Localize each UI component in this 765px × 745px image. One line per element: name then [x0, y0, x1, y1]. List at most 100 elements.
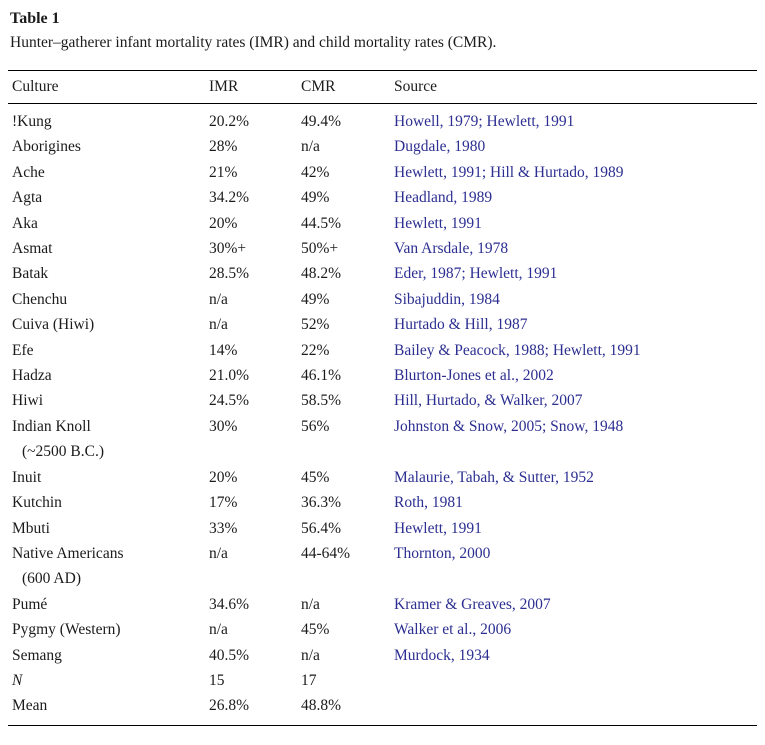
imr-cell: 21%: [209, 163, 238, 181]
source-citation-link[interactable]: Howell, 1979; Hewlett, 1991: [394, 113, 575, 130]
source-citation-link[interactable]: Hurtado & Hill, 1987: [394, 316, 528, 334]
cmr-cell: 45%: [301, 468, 330, 486]
source-citation-link[interactable]: Dugdale, 1980: [394, 138, 486, 156]
imr-cell: 30%+: [209, 240, 247, 258]
culture-cell: Ache: [8, 160, 209, 185]
culture-name: Hiwi: [12, 392, 43, 410]
table-row: Mean 26.8% 48.8%: [8, 693, 757, 725]
cmr-cell: 42%: [301, 163, 330, 181]
culture-name: Cuiva (Hiwi): [12, 316, 95, 334]
cmr-cell: 58.5%: [301, 392, 342, 410]
culture-name: Kutchin: [12, 494, 62, 512]
cmr-cell: n/a: [301, 646, 320, 664]
culture-name: Agta: [12, 189, 43, 207]
culture-name: Batak: [12, 265, 49, 283]
cmr-cell: 17: [301, 671, 317, 689]
culture-cell: Inuit: [8, 465, 209, 490]
source-cell: Hewlett, 1991: [394, 516, 757, 541]
cmr-cell: 50%+: [301, 240, 339, 258]
imr-cell: 20.2%: [209, 113, 250, 130]
culture-name: N: [12, 671, 23, 689]
source-citation-link[interactable]: Walker et al., 2006: [394, 621, 512, 639]
table-row: Semang 40.5% n/a Murdock, 1934: [8, 643, 757, 668]
source-citation-link[interactable]: Thornton, 2000: [394, 544, 491, 562]
imr-cell: 24.5%: [209, 392, 250, 410]
imr-cell: n/a: [209, 316, 228, 334]
cmr-cell: n/a: [301, 138, 320, 156]
cmr-cell: 49.4%: [301, 113, 342, 130]
culture-cell: Pumé: [8, 592, 209, 617]
culture-cell: Asmat: [8, 236, 209, 261]
column-header-source: Source: [394, 70, 757, 104]
table-label: Table 1: [10, 10, 60, 27]
culture-cell: Agta: [8, 185, 209, 210]
mortality-table: Culture IMR CMR Source !Kung 20.2% 49.4% Ho…: [8, 70, 757, 726]
source-citation-link[interactable]: Eder, 1987; Hewlett, 1991: [394, 265, 558, 283]
imr-cell: 26.8%: [209, 697, 250, 715]
imr-cell: n/a: [209, 621, 228, 639]
source-citation-link[interactable]: Hill, Hurtado, & Walker, 2007: [394, 392, 583, 410]
source-citation-link[interactable]: Hewlett, 1991: [394, 214, 482, 232]
table-row: Mbuti 33% 56.4% Hewlett, 1991: [8, 516, 757, 541]
culture-cell: Native Americans (600 AD): [8, 541, 209, 592]
source-cell: Dugdale, 1980: [394, 134, 757, 159]
cmr-cell: 49%: [301, 189, 330, 207]
cmr-cell: 48.8%: [301, 697, 342, 715]
imr-cell: 15: [209, 671, 225, 689]
imr-cell: n/a: [209, 544, 228, 562]
source-cell: Sibajuddin, 1984: [394, 287, 757, 312]
table-row: Indian Knoll (~2500 B.C.) 30% 56% Johnston &…: [8, 414, 757, 465]
source-cell: Thornton, 2000: [394, 541, 757, 592]
culture-name: Indian Knoll: [12, 417, 91, 435]
column-header-imr: IMR: [209, 70, 301, 104]
cmr-cell: 56.4%: [301, 519, 342, 537]
table-row: Ache 21% 42% Hewlett, 1991; Hill & Hurtado,…: [8, 160, 757, 185]
cmr-cell: 44.5%: [301, 214, 342, 232]
source-cell: Hurtado & Hill, 1987: [394, 312, 757, 337]
culture-name: Ache: [12, 163, 45, 181]
table-row: Aborigines 28% n/a Dugdale, 1980: [8, 134, 757, 159]
source-citation-link[interactable]: Van Arsdale, 1978: [394, 240, 509, 258]
culture-cell: Mbuti: [8, 516, 209, 541]
column-header-culture: Culture: [8, 70, 209, 104]
source-cell: Walker et al., 2006: [394, 617, 757, 642]
culture-cell: Aborigines: [8, 134, 209, 159]
source-cell: [394, 693, 757, 725]
culture-name: Asmat: [12, 240, 53, 258]
source-citation-link[interactable]: Kramer & Greaves, 2007: [394, 595, 551, 613]
source-cell: Howell, 1979; Hewlett, 1991: [394, 104, 757, 135]
table-row: Kutchin 17% 36.3% Roth, 1981: [8, 490, 757, 515]
source-citation-link[interactable]: Headland, 1989: [394, 189, 493, 207]
source-citation-link[interactable]: Blurton-Jones et al., 2002: [394, 367, 554, 385]
source-citation-link[interactable]: Murdock, 1934: [394, 646, 490, 664]
source-cell: Roth, 1981: [394, 490, 757, 515]
source-cell: Van Arsdale, 1978: [394, 236, 757, 261]
culture-cell: Mean: [8, 693, 209, 725]
imr-cell: 20%: [209, 214, 238, 232]
source-cell: [394, 668, 757, 693]
cmr-cell: 45%: [301, 621, 330, 639]
source-cell: Bailey & Peacock, 1988; Hewlett, 1991: [394, 338, 757, 363]
source-citation-link[interactable]: Malaurie, Tabah, & Sutter, 1952: [394, 468, 594, 486]
source-citation-link[interactable]: Sibajuddin, 1984: [394, 290, 500, 308]
table-row: Asmat 30%+ 50%+ Van Arsdale, 1978: [8, 236, 757, 261]
table-row: Batak 28.5% 48.2% Eder, 1987; Hewlett, 1991: [8, 261, 757, 286]
culture-cell: Batak: [8, 261, 209, 286]
culture-cell: !Kung: [8, 104, 209, 135]
imr-cell: 28%: [209, 138, 238, 156]
header-row: Culture IMR CMR Source: [8, 70, 757, 104]
imr-cell: 17%: [209, 494, 238, 512]
table-row: Aka 20% 44.5% Hewlett, 1991: [8, 211, 757, 236]
source-citation-link[interactable]: Roth, 1981: [394, 494, 463, 512]
culture-name: Pumé: [12, 595, 48, 613]
source-citation-link[interactable]: Johnston & Snow, 2005; Snow, 1948: [394, 417, 624, 435]
culture-cell: Pygmy (Western): [8, 617, 209, 642]
culture-name: Semang: [12, 646, 62, 664]
source-citation-link[interactable]: Bailey & Peacock, 1988; Hewlett, 1991: [394, 341, 641, 359]
culture-cell: Hadza: [8, 363, 209, 388]
culture-subline: (~2500 B.C.): [22, 443, 105, 461]
source-citation-link[interactable]: Hewlett, 1991: [394, 519, 482, 537]
culture-cell: N: [8, 668, 209, 693]
source-citation-link[interactable]: Hewlett, 1991; Hill & Hurtado, 1989: [394, 163, 624, 181]
table-row: Chenchu n/a 49% Sibajuddin, 1984: [8, 287, 757, 312]
